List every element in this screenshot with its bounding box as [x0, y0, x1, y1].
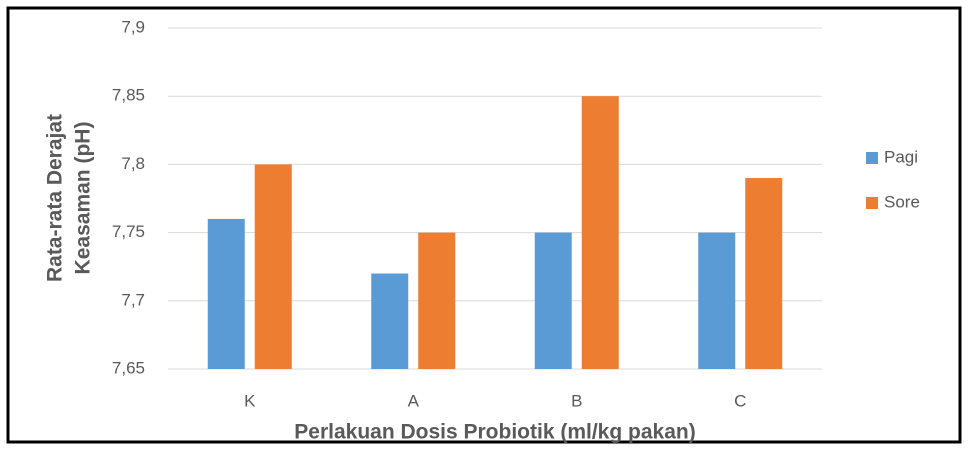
x-tick-label: K	[244, 391, 256, 410]
y-tick-label: 7,75	[112, 222, 145, 241]
y-tick-label: 7,85	[112, 86, 145, 105]
bar	[698, 232, 736, 369]
y-tick-label: 7,9	[121, 17, 145, 36]
y-tick-label: 7,65	[112, 358, 145, 377]
legend-swatch	[866, 197, 878, 209]
bar	[254, 164, 292, 369]
legend-label: Sore	[884, 192, 920, 211]
bar	[534, 232, 572, 369]
bar	[207, 218, 245, 369]
y-axis-title: Keasaman (pH)	[72, 122, 95, 275]
frame	[6, 6, 962, 444]
y-axis-title: Rata-rata Derajat	[44, 114, 67, 282]
y-tick-label: 7,7	[121, 290, 145, 309]
x-tick-label: A	[408, 391, 420, 410]
bar	[581, 96, 619, 369]
bar	[745, 178, 783, 369]
x-tick-label: B	[571, 391, 582, 410]
x-tick-label: C	[734, 391, 746, 410]
legend-label: Pagi	[884, 147, 918, 166]
y-tick-label: 7,8	[121, 154, 145, 173]
legend-swatch	[866, 152, 878, 164]
bar	[418, 232, 456, 369]
bar	[371, 273, 409, 369]
x-axis-title: Perlakuan Dosis Probiotik (ml/kg pakan)	[294, 421, 695, 444]
